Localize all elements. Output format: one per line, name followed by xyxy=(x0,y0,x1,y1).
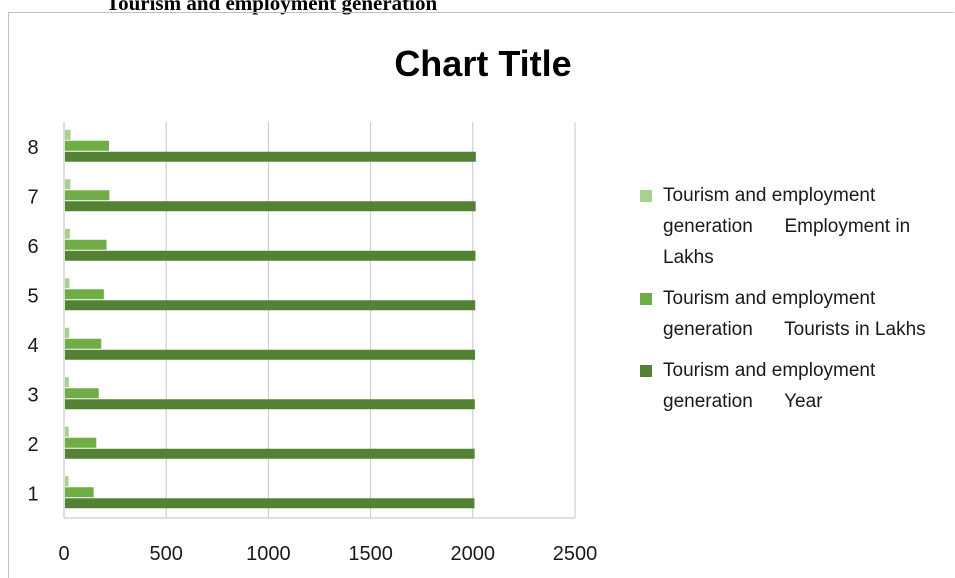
y-tick-label: 6 xyxy=(27,236,38,258)
bar-series-1-cat-5 xyxy=(65,278,70,289)
document-heading: Tourism and employment generation xyxy=(106,0,438,15)
legend-item: Tourism and employment generation Year xyxy=(640,355,945,417)
legend-label: Tourism and employment generation Year xyxy=(663,360,881,412)
bar-series-2-cat-3 xyxy=(65,388,99,399)
bar-series-2-cat-6 xyxy=(65,239,107,250)
bar-series-3-cat-8 xyxy=(65,151,476,162)
bar-series-2-cat-4 xyxy=(65,338,102,349)
y-tick-label: 2 xyxy=(27,434,38,456)
legend-swatch xyxy=(640,293,652,305)
bar-series-1-cat-4 xyxy=(65,327,70,338)
x-tick-label: 1000 xyxy=(246,543,291,565)
bar-series-1-cat-2 xyxy=(65,426,69,437)
legend-item: Tourism and employment generation Employ… xyxy=(640,180,945,273)
chart-bars xyxy=(65,129,476,509)
y-tick-label: 8 xyxy=(27,137,38,159)
bar-series-2-cat-1 xyxy=(65,487,94,498)
legend-swatch xyxy=(640,365,652,377)
y-tick-label: 7 xyxy=(27,186,38,208)
bar-series-1-cat-1 xyxy=(65,476,69,487)
x-tick-label: 500 xyxy=(150,543,183,565)
y-tick-label: 5 xyxy=(27,285,38,307)
x-tick-label: 1500 xyxy=(348,543,393,565)
bar-series-3-cat-4 xyxy=(65,349,476,360)
chart-axes: 0 500 1000 1500 2000 2500 1 2 3 4 5 6 7 8 xyxy=(27,122,597,565)
chart-frame xyxy=(8,12,954,578)
bar-series-2-cat-5 xyxy=(65,289,104,300)
x-tick-label: 2000 xyxy=(451,543,496,565)
bar-series-3-cat-6 xyxy=(65,250,476,261)
bar-series-3-cat-3 xyxy=(65,399,475,410)
bar-series-1-cat-8 xyxy=(65,129,71,140)
legend-label: Tourism and employment generation Employ… xyxy=(663,185,916,268)
chart-title: Chart Title xyxy=(394,43,571,84)
bar-series-3-cat-5 xyxy=(65,300,476,311)
legend-label: Tourism and employment generation Touris… xyxy=(663,288,926,340)
bar-series-1-cat-6 xyxy=(65,228,70,239)
y-tick-label: 4 xyxy=(27,335,38,357)
legend-item: Tourism and employment generation Touris… xyxy=(640,283,945,345)
y-tick-label: 3 xyxy=(27,384,38,406)
x-tick-label: 0 xyxy=(58,543,69,565)
bar-series-3-cat-2 xyxy=(65,448,475,459)
bar-series-2-cat-8 xyxy=(65,140,109,151)
bar-series-2-cat-2 xyxy=(65,437,97,448)
x-tick-label: 2500 xyxy=(553,543,598,565)
bar-series-1-cat-7 xyxy=(65,179,71,190)
y-tick-label: 1 xyxy=(27,483,38,505)
bar-series-1-cat-3 xyxy=(65,377,69,388)
bar-series-3-cat-1 xyxy=(65,498,475,509)
bar-series-2-cat-7 xyxy=(65,190,110,201)
chart-legend: Tourism and employment generation Employ… xyxy=(640,180,945,427)
bar-series-3-cat-7 xyxy=(65,201,476,212)
legend-swatch xyxy=(640,190,652,202)
